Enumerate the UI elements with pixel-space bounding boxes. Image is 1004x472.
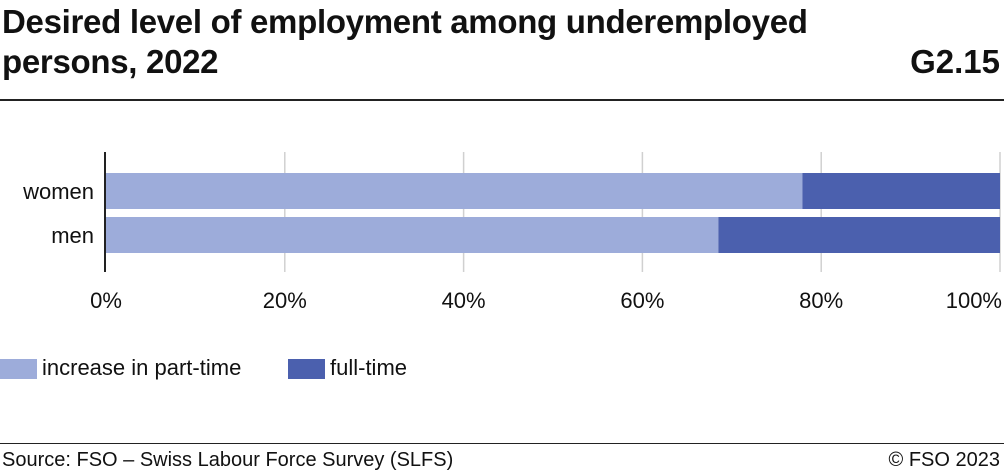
copyright-note: © FSO 2023 [888, 449, 1000, 471]
x-tick-label-40: 40% [442, 288, 486, 313]
x-tick-label-100: 100% [946, 288, 1002, 313]
x-tick-label-0: 0% [90, 288, 122, 313]
legend-swatch-part-time [0, 359, 37, 379]
bar-women-part-time [106, 173, 803, 209]
x-tick-label-60: 60% [620, 288, 664, 313]
chart-title: Desired level of employment among undere… [2, 3, 808, 80]
footer-divider [0, 443, 1004, 444]
legend-label-full-time: full-time [330, 355, 408, 380]
source-note: Source: FSO – Swiss Labour Force Survey … [2, 449, 454, 471]
header-divider [0, 99, 1004, 101]
figure-code: G2.15 [910, 43, 1000, 80]
category-label-men: men [51, 223, 94, 248]
legend-swatch-full-time [288, 359, 325, 379]
legend-label-part-time: increase in part-time [42, 355, 242, 380]
x-tick-label-80: 80% [799, 288, 843, 313]
stacked-bar-chart: women men 0% 20% 40% 60% 80% 100% [22, 152, 1002, 313]
bar-men-full-time [718, 217, 1000, 253]
bar-men-part-time [106, 217, 719, 253]
x-tick-label-20: 20% [263, 288, 307, 313]
bar-women-full-time [802, 173, 1000, 209]
category-label-women: women [22, 179, 94, 204]
